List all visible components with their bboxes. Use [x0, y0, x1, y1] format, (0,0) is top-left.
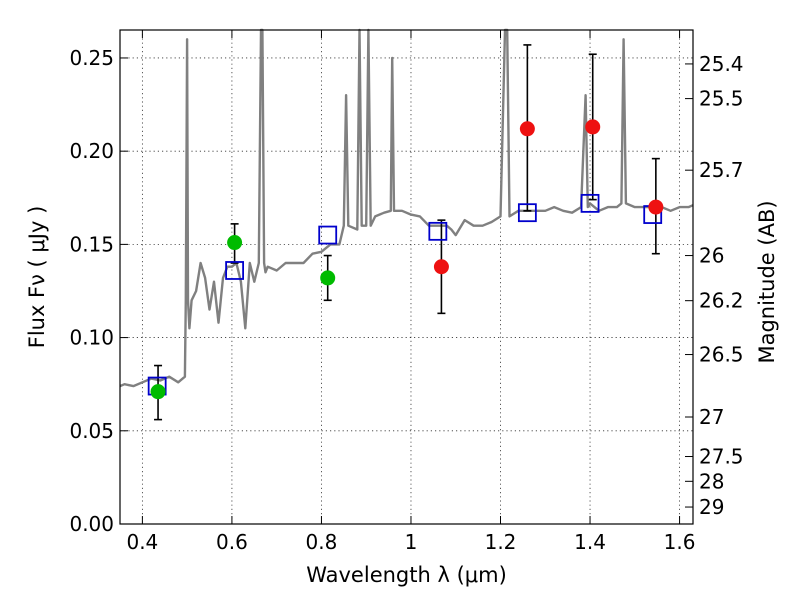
observed-red-point [519, 121, 535, 137]
x-tick-label: 0.6 [216, 530, 248, 554]
spectrum-line [119, 28, 694, 388]
right-axis-tick-label: 26 [699, 244, 724, 268]
y-axis-title: Flux Fν ( μJy ) [25, 206, 49, 349]
x-tick-label: 0.8 [306, 530, 338, 554]
x-tick-label: 1.6 [664, 530, 696, 554]
x-axis-title: Wavelength λ (μm) [306, 563, 507, 587]
y-tick-label: 0.25 [69, 46, 114, 70]
x-tick-label: 1.2 [485, 530, 517, 554]
axis-ticks: 0.4 0.6 0.8 1 1.2 1.4 1.6 0.00 0.05 0.10 0.15 0.20 0… [69, 30, 744, 554]
model-photometry-square [225, 261, 245, 280]
right-axis-tick-label: 27 [699, 405, 724, 429]
plot-frame [119, 29, 694, 525]
right-axis-tick-label: 26.5 [699, 343, 744, 367]
spectrum-series [119, 28, 694, 388]
observed-green-point [227, 235, 243, 251]
error-bars [154, 44, 660, 421]
right-axis-tick-label: 26.2 [699, 289, 744, 313]
y-tick-label: 0.20 [69, 139, 114, 163]
model-photometry-square [428, 221, 448, 241]
observed-red-point [433, 259, 449, 275]
y-tick-label: 0.10 [69, 326, 114, 350]
x-tick-label: 0.4 [126, 530, 158, 554]
data-markers [147, 119, 664, 400]
observed-red-point [585, 119, 601, 135]
y-tick-label: 0.15 [69, 232, 114, 256]
observed-green-point [150, 384, 166, 400]
right-axis-tick-label: 29 [699, 495, 724, 519]
right-axis-tick-label: 28 [699, 469, 724, 493]
y-tick-label: 0.05 [69, 419, 114, 443]
observed-green-point [320, 270, 336, 286]
right-axis-tick-label: 25.7 [699, 158, 744, 182]
right-axis-title: Magnitude (AB) [755, 200, 779, 363]
model-photometry-square [580, 193, 600, 213]
x-tick-label: 1.4 [574, 530, 606, 554]
right-axis-tick-label: 25.5 [699, 87, 744, 111]
model-photometry-square [318, 225, 338, 245]
observed-red-point [648, 199, 664, 215]
axis-labels: Wavelength λ (μm) Flux Fν ( μJy ) Magnit… [25, 200, 779, 587]
right-axis-tick-label: 25.4 [699, 52, 744, 76]
y-tick-label: 0.00 [69, 512, 114, 536]
model-photometry-square [517, 203, 537, 223]
right-axis-tick-label: 27.5 [699, 445, 744, 469]
x-tick-label: 1 [405, 530, 418, 554]
